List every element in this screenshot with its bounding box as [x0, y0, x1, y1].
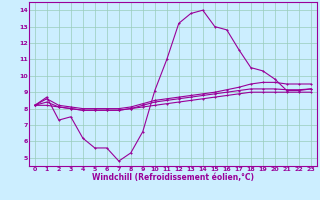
X-axis label: Windchill (Refroidissement éolien,°C): Windchill (Refroidissement éolien,°C) — [92, 173, 254, 182]
